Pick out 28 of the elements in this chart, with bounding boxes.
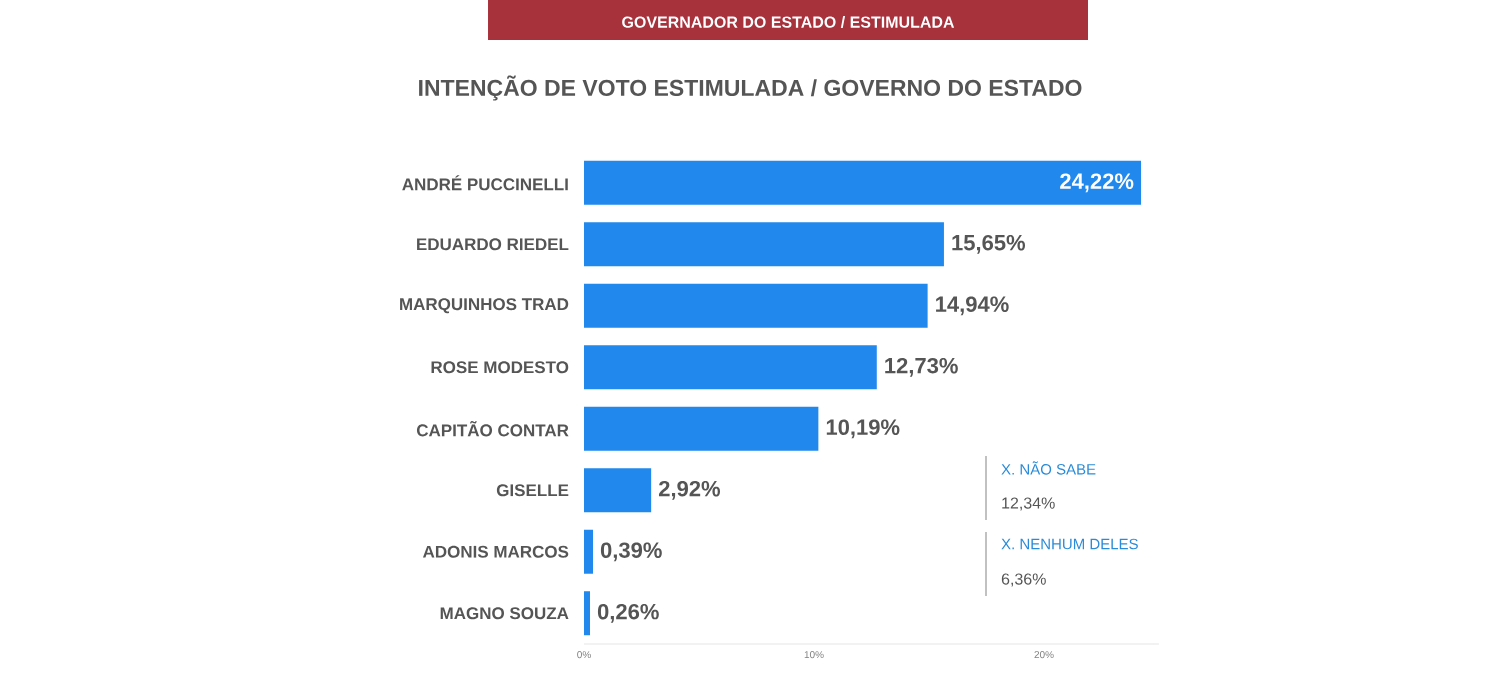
bar: [584, 406, 819, 451]
chart-title: INTENÇÃO DE VOTO ESTIMULADA / GOVERNO DO ESTADO: [419, 75, 1082, 101]
data-label: 0,26%: [597, 603, 659, 623]
y-tick-label: ROSE MODESTO: [431, 361, 569, 374]
bar: [584, 529, 593, 574]
y-tick-label: EDUARDO RIEDEL: [417, 238, 569, 251]
data-label: 24,22%: [1060, 173, 1134, 193]
bar: [584, 222, 944, 267]
data-label: 0,39%: [600, 542, 662, 562]
data-label: 10,19%: [826, 419, 900, 439]
y-tick-label: MARQUINHOS TRAD: [400, 298, 569, 314]
data-label: 12,73%: [885, 357, 958, 377]
y-tick-label: ANDRÉ PUCCINELLI: [402, 175, 568, 191]
y-tick-label: GISELLE: [496, 484, 569, 497]
bar: [584, 283, 928, 328]
bar: [584, 160, 1142, 205]
data-label: 2,92%: [658, 480, 721, 500]
annotation: 6,36%: [1001, 573, 1046, 587]
y-tick-label: MAGNO SOUZA: [440, 607, 569, 620]
y-tick-label: ADONIS MARCOS: [422, 545, 569, 558]
bar: [584, 345, 877, 390]
text: GOVERNADOR DO ESTADO / ESTIMULADA: [622, 16, 955, 28]
bar: [584, 591, 590, 636]
annotation: 12,34%: [1002, 497, 1055, 511]
data-label: 14,94%: [936, 296, 1009, 316]
y-tick-label: CAPITÃO CONTAR: [416, 421, 569, 437]
data-label: 15,65%: [952, 234, 1026, 254]
bar: [584, 468, 652, 513]
